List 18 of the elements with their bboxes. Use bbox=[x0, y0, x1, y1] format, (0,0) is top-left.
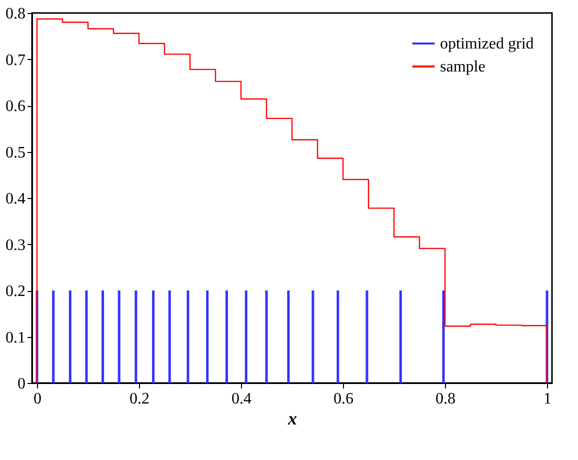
legend-label: optimized grid bbox=[440, 36, 534, 52]
y-tick-label: 0.7 bbox=[6, 52, 26, 69]
y-tick-label: 0.6 bbox=[6, 98, 26, 115]
y-tick-label: 0.1 bbox=[6, 329, 26, 346]
y-tick-label: 0 bbox=[18, 376, 26, 392]
y-tick-label: 0.8 bbox=[6, 6, 26, 22]
x-tick-label: 0.8 bbox=[436, 390, 456, 408]
y-tick-label: 0.4 bbox=[6, 190, 26, 208]
y-tick-label: 0.3 bbox=[6, 236, 26, 254]
x-tick-label: 0 bbox=[34, 390, 42, 408]
legend-label: sample bbox=[440, 58, 486, 76]
y-tick-label: 0.2 bbox=[6, 283, 26, 300]
x-axis-title: x bbox=[287, 408, 297, 428]
y-tick-label: 0.5 bbox=[6, 144, 26, 162]
x-tick-label: 0.4 bbox=[232, 390, 252, 408]
x-tick-label: 0.2 bbox=[130, 390, 150, 408]
x-tick-label: 1 bbox=[544, 390, 552, 408]
x-tick-label: 0.6 bbox=[334, 390, 354, 408]
